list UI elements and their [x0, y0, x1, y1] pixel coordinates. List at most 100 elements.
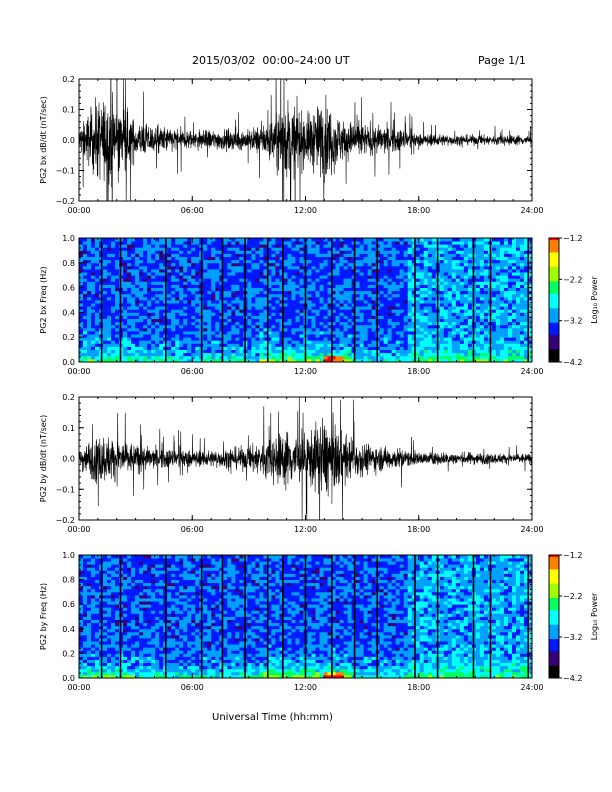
spectrogram-cell [447, 318, 453, 323]
spectrogram-cell [331, 284, 336, 288]
spectrogram-cell [195, 269, 200, 273]
page-number: Page 1/1 [478, 54, 526, 67]
spectrogram-cell [255, 324, 260, 329]
spectrogram-cell [79, 306, 84, 310]
y-tick-label: −0.2 [56, 197, 75, 206]
spectrogram-cell [363, 312, 369, 316]
spectrogram-cell [131, 343, 136, 347]
spectrogram-cell [135, 349, 140, 354]
spectrogram-cell [467, 303, 473, 307]
spectrogram-cell [207, 321, 212, 326]
spectrogram-cell [103, 293, 108, 298]
spectrogram-cell [339, 312, 344, 316]
spectrogram-cell [263, 296, 268, 301]
spectrogram-cell [195, 337, 200, 341]
spectrogram-cell [459, 337, 465, 341]
spectrogram-cell [195, 309, 200, 313]
spectrogram-cell [207, 284, 212, 288]
spectrogram-cell [407, 321, 413, 326]
spectrogram-cell [459, 250, 465, 254]
spectrogram-cell [319, 331, 324, 335]
colorbar-frame [548, 237, 560, 363]
spectrogram-cell [499, 244, 505, 248]
spectrogram-cell [307, 296, 312, 301]
spectrogram-cell [503, 343, 509, 347]
spectrogram-cell [247, 300, 252, 304]
spectrogram-cell [187, 241, 192, 245]
spectrogram-cell [299, 272, 304, 276]
spectrogram-cell [167, 275, 172, 279]
spectrogram-cell [215, 300, 220, 304]
spectrogram-cell [279, 290, 284, 295]
spectrogram-cell [259, 312, 264, 316]
spectrogram-cell [499, 355, 505, 360]
spectrogram-cell [143, 306, 148, 310]
spectrogram-cell [383, 315, 389, 319]
spectrogram-cell [327, 296, 332, 301]
spectrogram-cell [491, 300, 497, 304]
spectrogram-cell [319, 238, 324, 242]
spectrogram-cell [151, 331, 156, 335]
spectrogram-cell [339, 334, 344, 338]
spectrogram-cell [491, 318, 497, 323]
spectrogram-cell [143, 358, 148, 363]
spectrogram-cell [355, 331, 361, 335]
spectrogram-cell [295, 340, 300, 344]
spectrogram-cell [519, 269, 525, 273]
spectrogram-cell [463, 352, 469, 357]
spectrogram-cell [447, 272, 453, 276]
spectrogram-cell [519, 355, 525, 360]
spectrogram-cell [343, 315, 348, 319]
spectrogram-cell [195, 247, 200, 251]
spectrogram-cell [483, 265, 489, 270]
spectrogram-cell [223, 337, 228, 341]
spectrogram-cell [359, 259, 365, 264]
spectrogram-cell [207, 309, 212, 313]
spectrogram-cell [263, 309, 268, 313]
spectrogram-cell [267, 340, 272, 344]
spectrogram-cell [219, 256, 224, 261]
spectrogram-cell [447, 262, 453, 267]
spectrogram-cell [231, 284, 236, 288]
spectrogram-cell [107, 272, 112, 276]
spectrogram-cell [91, 238, 96, 242]
spectrogram-cell [311, 358, 316, 363]
spectrogram-cell [527, 318, 533, 323]
spectrogram-cell [391, 309, 397, 313]
spectrogram-cell [507, 290, 513, 295]
spectrogram-cell [263, 269, 268, 273]
spectrogram-cell [399, 296, 405, 301]
spectrogram-cell [415, 349, 421, 354]
spectrogram-cell [259, 321, 264, 326]
spectrogram-cell [299, 349, 304, 354]
spectrogram-cell [363, 259, 369, 264]
spectrogram-cell [167, 355, 172, 360]
spectrogram-cell [411, 272, 417, 276]
spectrogram-cell [395, 265, 401, 270]
spectrogram-cell [367, 324, 373, 329]
spectrogram-cell [215, 262, 220, 267]
spectrogram-cell [207, 334, 212, 338]
spectrogram-cell [239, 340, 244, 344]
spectrogram-cell [419, 346, 425, 350]
spectrogram-cell [307, 337, 312, 341]
spectrogram-cell [319, 343, 324, 347]
spectrogram-cell [247, 293, 252, 298]
spectrogram-cell [139, 290, 144, 295]
spectrogram-cell [103, 309, 108, 313]
spectrogram-cell [423, 346, 429, 350]
spectrogram-cell [427, 265, 433, 270]
spectrogram-cell [83, 241, 88, 245]
spectrogram-cell [247, 265, 252, 270]
spectrogram-cell [511, 315, 517, 319]
spectrogram-cell [151, 352, 156, 357]
spectrogram-cell [275, 287, 280, 292]
spectrogram-cell [251, 312, 256, 316]
spectrogram-cell [143, 269, 148, 273]
spectrogram-cell [167, 343, 172, 347]
spectrogram-cell [111, 324, 116, 329]
spectrogram-cell [503, 340, 509, 344]
spectrogram-cell [391, 293, 397, 298]
spectrogram-cell [407, 244, 413, 248]
spectrogram-cell [479, 306, 485, 310]
